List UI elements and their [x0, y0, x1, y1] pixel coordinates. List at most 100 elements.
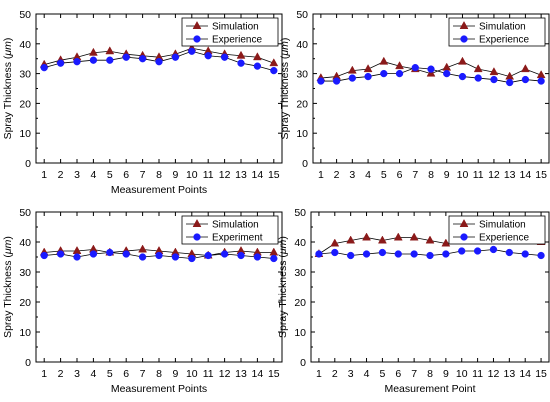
x-tick-label: 8	[427, 368, 433, 380]
data-point-triangle	[458, 56, 467, 65]
data-point-triangle	[362, 232, 371, 241]
x-tick-label: 8	[156, 368, 162, 380]
x-tick-label: 15	[268, 368, 280, 380]
data-point-circle	[138, 55, 147, 63]
data-point-triangle	[236, 50, 246, 59]
data-point-circle	[155, 251, 163, 260]
data-point-circle	[394, 250, 402, 258]
legend-label: Experience	[479, 35, 529, 46]
y-tick-label: 40	[19, 237, 31, 249]
data-point-circle	[56, 250, 65, 258]
data-point-circle	[489, 245, 498, 254]
x-tick-label: 14	[520, 169, 532, 181]
x-tick-label: 6	[123, 169, 129, 181]
data-point-circle	[40, 63, 48, 72]
data-point-circle	[348, 74, 356, 82]
x-tick-label: 14	[252, 169, 264, 181]
y-tick-label: 30	[19, 69, 31, 81]
x-tick-label: 11	[203, 169, 214, 181]
data-point-circle	[474, 74, 482, 82]
data-point-circle	[204, 52, 212, 60]
data-point-circle	[521, 75, 530, 84]
data-point-circle	[443, 69, 451, 78]
x-tick-label: 15	[535, 169, 547, 181]
x-tick-label: 6	[395, 368, 401, 380]
x-tick-label: 2	[58, 169, 64, 181]
data-point-circle	[315, 250, 323, 258]
data-point-circle	[506, 78, 514, 87]
y-axis-title-paren-open: (	[277, 254, 289, 261]
y-axis-unit: μm	[277, 239, 289, 255]
data-point-circle	[253, 253, 262, 261]
series-experience	[315, 245, 545, 260]
x-tick-label: 4	[90, 368, 96, 380]
y-tick-label: 10	[19, 128, 31, 140]
y-tick-label: 30	[19, 267, 31, 279]
y-tick-label: 40	[294, 237, 306, 249]
y-tick-label: 30	[296, 69, 308, 81]
data-point-triangle	[409, 232, 419, 241]
x-tick-label: 5	[379, 368, 385, 380]
x-tick-label: 15	[535, 368, 547, 380]
data-point-circle	[89, 250, 98, 258]
y-tick-label: 50	[294, 207, 306, 219]
legend-marker-circle	[193, 35, 201, 43]
x-tick-label: 7	[140, 169, 146, 181]
data-point-circle	[73, 253, 81, 261]
x-tick-label: 5	[107, 169, 113, 181]
data-point-circle	[410, 250, 418, 258]
x-tick-label: 1	[316, 368, 322, 380]
data-point-circle	[122, 250, 130, 258]
x-tick-label: 5	[107, 368, 113, 380]
data-point-circle	[380, 69, 388, 78]
x-tick-label: 5	[381, 169, 387, 181]
x-tick-label: 7	[140, 368, 146, 380]
x-tick-label: 10	[456, 368, 468, 380]
x-tick-label: 7	[412, 169, 418, 181]
y-axis-title-paren-open: (	[279, 55, 291, 62]
series-experience	[317, 63, 545, 87]
data-point-circle	[155, 58, 163, 66]
y-tick-label: 40	[19, 39, 31, 51]
data-point-circle	[171, 253, 180, 261]
x-tick-label: 2	[58, 368, 64, 380]
x-tick-label: 11	[473, 169, 484, 181]
legend: Simulation Experience	[448, 215, 546, 245]
x-tick-label: 4	[365, 169, 371, 181]
data-point-circle	[138, 253, 147, 261]
y-tick-label: 50	[19, 9, 31, 21]
y-tick-label: 0	[25, 357, 31, 369]
x-tick-label: 9	[172, 368, 178, 380]
y-tick-label: 0	[300, 357, 306, 369]
x-tick-label: 4	[90, 169, 96, 181]
data-point-circle	[106, 248, 114, 257]
data-point-circle	[426, 251, 434, 260]
data-point-circle	[362, 250, 371, 258]
data-point-triangle	[252, 52, 262, 61]
x-tick-label: 9	[172, 169, 178, 181]
legend-label: Experiment	[212, 233, 263, 244]
y-tick-label: 20	[294, 297, 306, 309]
x-tick-label: 3	[349, 169, 355, 181]
data-point-circle	[347, 251, 355, 260]
data-point-circle	[490, 75, 498, 84]
data-point-circle	[332, 77, 341, 85]
y-tick-label: 10	[19, 327, 31, 339]
data-point-circle	[537, 251, 545, 260]
data-point-triangle	[520, 64, 530, 73]
x-axis-title: Measurement Points	[111, 383, 207, 395]
x-tick-label: 13	[504, 169, 516, 181]
x-tick-label: 14	[519, 368, 531, 380]
series-experience	[40, 47, 278, 75]
data-point-circle	[40, 251, 48, 260]
y-axis-unit: μm	[2, 41, 14, 57]
y-tick-label: 20	[19, 98, 31, 110]
data-point-circle	[521, 250, 529, 258]
data-point-circle	[171, 53, 180, 61]
y-tick-label: 30	[294, 267, 306, 279]
y-axis-title: Spray Thickness (μm)	[279, 38, 291, 140]
data-point-triangle	[138, 244, 148, 253]
legend-marker-circle	[193, 233, 201, 241]
